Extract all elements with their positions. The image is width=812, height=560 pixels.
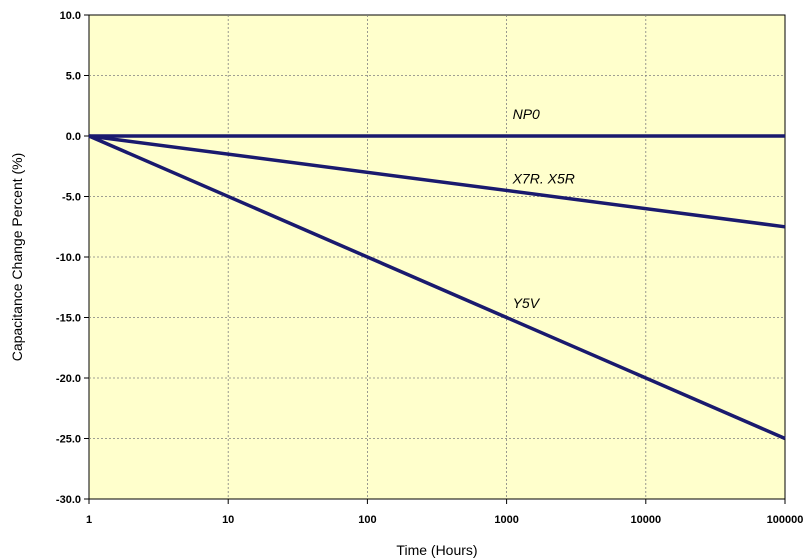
y-tick-label: -15.0 (56, 313, 81, 325)
y-tick-label: -10.0 (56, 252, 81, 264)
x-tick-labels: 1 10 100 1000 10000 100000 (86, 514, 803, 526)
x-tick-label: 100 (358, 514, 376, 526)
grid (84, 14, 786, 504)
y-tick-label: 5.0 (66, 71, 81, 83)
series-label-0: NP0 (513, 106, 540, 122)
series-label-2: Y5V (513, 295, 541, 311)
x-tick-label: 1 (86, 514, 92, 526)
y-tick-label: -5.0 (62, 192, 81, 204)
x-tick-label: 10000 (631, 514, 662, 526)
x-tick-label: 1000 (494, 514, 518, 526)
y-tick-label: -25.0 (56, 434, 81, 446)
y-tick-label: -30.0 (56, 494, 81, 506)
series-line-1 (88, 134, 786, 229)
y-tick-label: 0.0 (66, 131, 81, 143)
series-labels: NP0 X7R. X5R Y5V (512, 106, 575, 311)
series-line-2 (88, 134, 786, 441)
x-axis-title: Time (Hours) (396, 542, 477, 558)
x-tick-label: 10 (222, 514, 234, 526)
y-axis-title: Capacitance Change Percent (%) (9, 153, 25, 362)
series-label-1: X7R. X5R (512, 170, 575, 186)
y-tick-label: -20.0 (56, 373, 81, 385)
x-tick-label: 100000 (767, 514, 804, 526)
y-tick-label: 10.0 (60, 10, 81, 22)
y-tick-labels: 10.0 5.0 0.0 -5.0 -10.0 -15.0 -20.0 -25.0 -30.0 (56, 10, 81, 506)
series-lines (88, 134, 786, 441)
